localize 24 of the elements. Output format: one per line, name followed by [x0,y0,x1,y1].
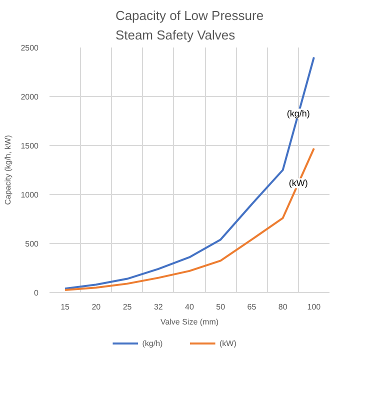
y-tick-label: 0 [34,288,40,298]
y-tick-label: 1000 [20,190,40,200]
x-tick-label: 65 [247,302,257,312]
text: (kg/h) [286,108,310,119]
text: (kW) [288,178,308,188]
y-axis-title: Capacity (kg/h, kW) [4,134,13,205]
x-tick-label: 40 [185,302,194,312]
line-series [64,147,315,292]
y-tick-label: 2500 [20,44,40,52]
y-tick-label: 500 [25,240,40,248]
x-tick-label: 32 [154,302,164,312]
legend-label: (kg/h) [142,339,164,348]
x-axis-title: Valve Size (mm) [160,318,219,326]
x-tick-label: 15 [60,302,70,312]
y-tick-label: 1500 [20,142,40,150]
x-tick-label: 20 [92,302,102,312]
x-tick-label: 50 [216,302,226,312]
x-tick-label: 25 [122,302,132,312]
chart-title: Capacity of Low Pressure Steam Safety Valves [115,8,264,42]
x-tick-label: 100 [307,302,322,312]
legend-label: (kW) [220,339,237,348]
line-series [64,56,315,290]
y-tick-label: 2000 [20,92,40,102]
x-tick-label: 80 [278,302,288,312]
